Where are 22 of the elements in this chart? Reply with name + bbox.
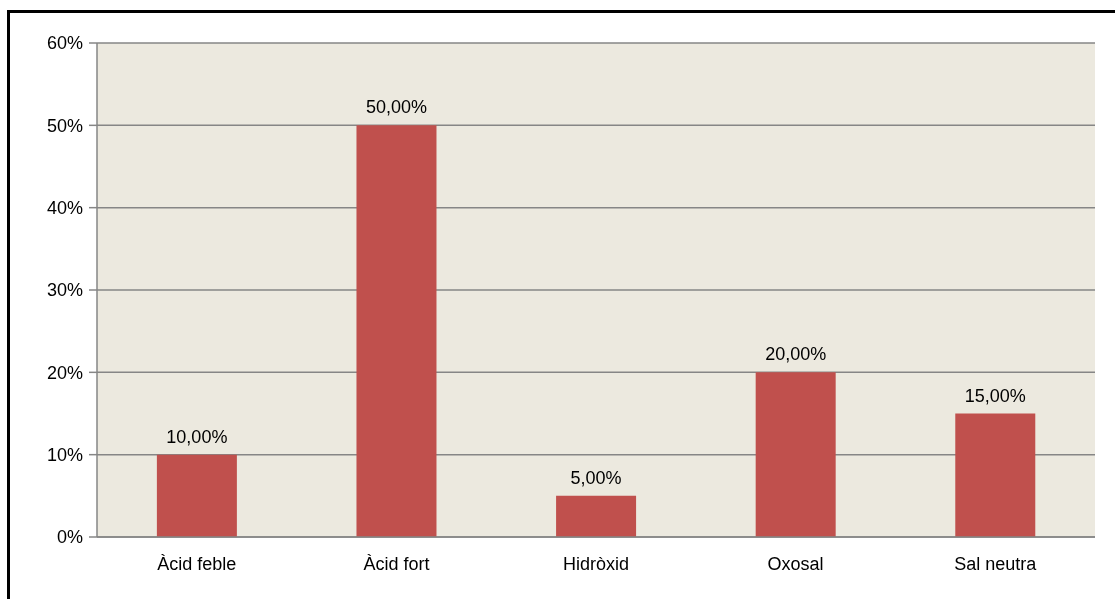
y-tick-label: 40%: [46, 198, 83, 219]
bar: [556, 495, 637, 537]
data-label: 15,00%: [964, 385, 1026, 406]
bar: [955, 413, 1036, 537]
data-label: 10,00%: [166, 426, 228, 447]
y-tick-label: 30%: [46, 280, 83, 301]
data-label: 5,00%: [570, 467, 622, 488]
x-tick-label: Oxosal: [767, 553, 824, 574]
x-tick-label: Hidròxid: [562, 553, 630, 574]
bar: [356, 125, 437, 537]
bar: [156, 454, 237, 537]
bar: [755, 372, 836, 537]
y-tick-label: 60%: [46, 33, 83, 54]
y-tick-label: 50%: [46, 115, 83, 136]
y-tick-label: 10%: [46, 445, 83, 466]
x-tick-label: Àcid fort: [363, 553, 430, 574]
x-tick-label: Sal neutra: [954, 553, 1038, 574]
x-tick-label: Àcid feble: [157, 553, 237, 574]
y-tick-label: 0%: [56, 527, 83, 548]
y-tick-label: 20%: [46, 362, 83, 383]
data-label: 20,00%: [765, 344, 827, 365]
data-label: 50,00%: [365, 97, 428, 118]
